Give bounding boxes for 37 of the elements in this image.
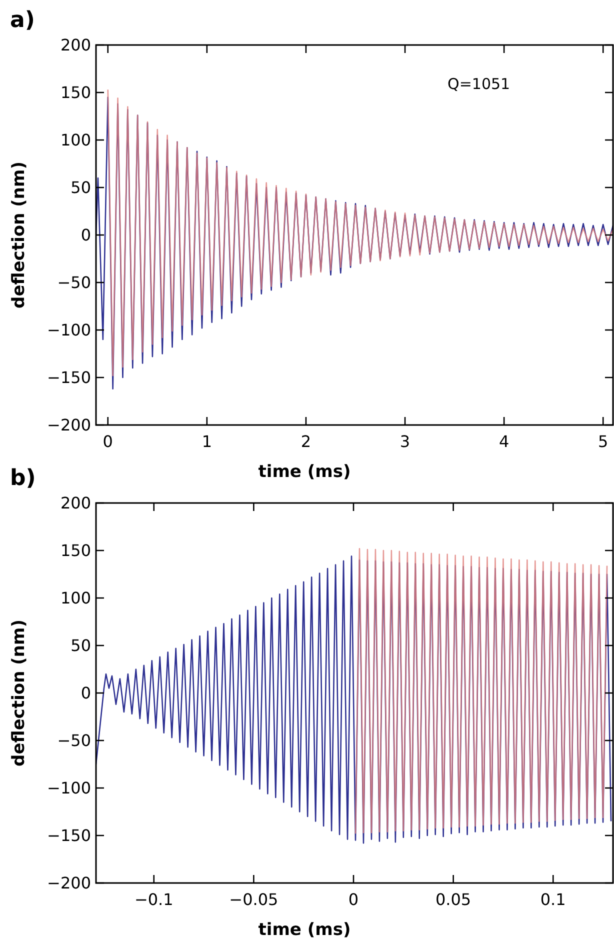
y-tick-label: 200 xyxy=(60,36,91,55)
x-tick-label: −0.05 xyxy=(229,890,278,909)
y-tick-label: 50 xyxy=(70,178,91,198)
annotation: Q=1051 xyxy=(448,75,510,93)
y-tick-label: −50 xyxy=(57,731,91,750)
x-tick-label: 2 xyxy=(300,432,312,451)
x-tick-label: 0 xyxy=(348,890,359,909)
chart-title: b) xyxy=(10,466,36,491)
y-tick-label: −100 xyxy=(47,778,91,798)
x-tick-label: 5 xyxy=(598,432,608,451)
x-tick-label: 4 xyxy=(498,432,510,451)
y-axis-title: deflection (nm) xyxy=(9,162,29,308)
x-tick-label: 3 xyxy=(400,432,410,451)
y-tick-label: 100 xyxy=(60,588,91,608)
y-tick-label: −100 xyxy=(47,320,91,340)
y-tick-label: 50 xyxy=(70,636,91,656)
y-tick-label: 200 xyxy=(60,494,91,513)
x-tick-label: −0.1 xyxy=(134,890,174,909)
x-tick-label: 0.1 xyxy=(540,890,566,909)
line-series xyxy=(354,548,608,834)
y-axis-title: deflection (nm) xyxy=(9,620,29,766)
x-tick-label: 0.05 xyxy=(435,890,472,909)
x-axis-title: time (ms) xyxy=(258,462,351,482)
y-tick-label: −50 xyxy=(57,273,91,292)
x-axis-title: time (ms) xyxy=(258,920,351,940)
y-tick-label: −200 xyxy=(47,416,91,435)
chart-title: a) xyxy=(10,8,35,33)
y-tick-label: 100 xyxy=(60,130,91,150)
y-tick-label: 0 xyxy=(80,226,91,245)
y-tick-label: −150 xyxy=(47,826,91,846)
y-tick-label: 0 xyxy=(80,684,91,703)
y-tick-label: 150 xyxy=(60,541,91,560)
x-tick-label: 0 xyxy=(102,432,113,451)
y-tick-label: 150 xyxy=(60,83,91,102)
y-tick-label: −200 xyxy=(47,874,91,893)
y-tick-label: −150 xyxy=(47,368,91,388)
x-tick-label: 1 xyxy=(202,432,212,451)
